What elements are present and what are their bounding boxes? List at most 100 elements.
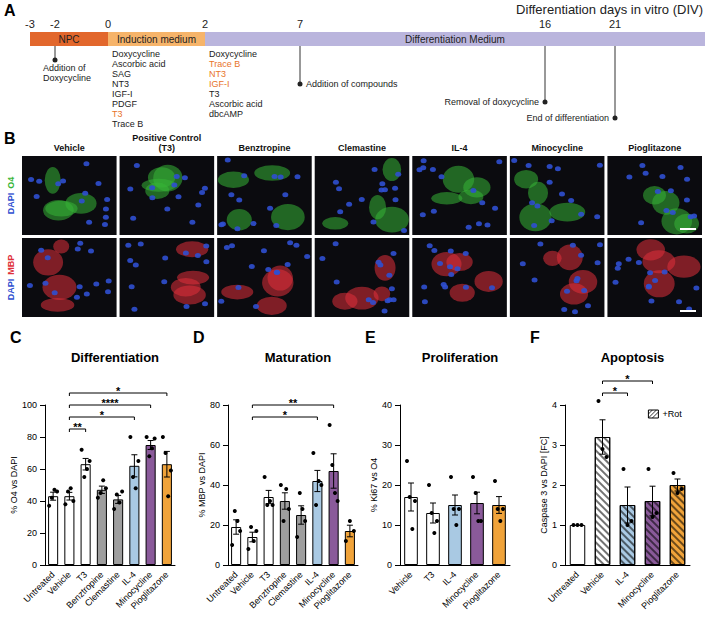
svg-text:Positive Control: Positive Control xyxy=(132,133,201,143)
svg-text:Trace B: Trace B xyxy=(209,59,240,69)
svg-text:Pioglitazone: Pioglitazone xyxy=(312,569,354,611)
svg-text:Vehicle: Vehicle xyxy=(578,569,606,597)
svg-text:7: 7 xyxy=(297,18,303,30)
svg-text:3: 3 xyxy=(552,440,557,450)
svg-text:Pioglitazone: Pioglitazone xyxy=(628,143,681,153)
svg-text:IL-4: IL-4 xyxy=(441,569,459,587)
svg-text:Minocycline: Minocycline xyxy=(113,569,155,610)
svg-text:*: * xyxy=(116,385,121,397)
svg-text:% O4 vs DAPI: % O4 vs DAPI xyxy=(9,456,19,514)
svg-text:IGF-I: IGF-I xyxy=(112,89,133,99)
svg-text:D: D xyxy=(193,329,205,346)
svg-text:20: 20 xyxy=(382,480,392,490)
svg-text:Doxycycline: Doxycycline xyxy=(43,73,91,83)
svg-text:Trace B: Trace B xyxy=(112,119,143,128)
svg-text:Vehicle: Vehicle xyxy=(228,569,256,597)
svg-text:IL-4: IL-4 xyxy=(452,143,468,153)
svg-text:-3: -3 xyxy=(25,18,35,30)
svg-text:PDGF: PDGF xyxy=(112,99,138,109)
svg-text:NT3: NT3 xyxy=(112,79,129,89)
svg-text:C: C xyxy=(10,329,22,346)
svg-text:Addition of: Addition of xyxy=(43,63,86,73)
svg-text:0: 0 xyxy=(387,560,392,570)
svg-text:30: 30 xyxy=(382,440,392,450)
svg-text:Apoptosis: Apoptosis xyxy=(601,350,665,365)
svg-text:0: 0 xyxy=(105,18,111,30)
svg-text:SAG: SAG xyxy=(112,69,131,79)
svg-text:dbcAMP: dbcAMP xyxy=(209,109,243,119)
svg-text:0: 0 xyxy=(215,560,220,570)
svg-text:-2: -2 xyxy=(50,18,60,30)
svg-text:Differentiation Medium: Differentiation Medium xyxy=(405,34,505,45)
svg-text:Pioglitazone: Pioglitazone xyxy=(639,569,681,611)
svg-text:1: 1 xyxy=(552,520,557,530)
svg-text:Pioglitazone: Pioglitazone xyxy=(461,569,503,611)
svg-text:Benztropine: Benztropine xyxy=(64,569,106,611)
svg-text:100: 100 xyxy=(22,400,37,410)
svg-text:16: 16 xyxy=(539,18,551,30)
svg-text:*: * xyxy=(625,373,630,385)
svg-text:Benztropine: Benztropine xyxy=(238,143,290,153)
svg-text:**: ** xyxy=(73,421,82,433)
svg-text:NT3: NT3 xyxy=(209,69,226,79)
svg-text:% MBP vs DAPI: % MBP vs DAPI xyxy=(197,453,207,518)
svg-text:% Ki67 vs O4: % Ki67 vs O4 xyxy=(369,458,379,513)
svg-text:T3: T3 xyxy=(209,89,220,99)
svg-text:0: 0 xyxy=(552,560,557,570)
svg-text:****: **** xyxy=(101,397,119,409)
svg-text:DAPIO4: DAPIO4 xyxy=(6,177,16,215)
svg-text:IGF-I: IGF-I xyxy=(209,79,230,89)
svg-text:End of differentiation: End of differentiation xyxy=(527,113,609,123)
svg-text:20: 20 xyxy=(27,528,37,538)
svg-text:Induction medium: Induction medium xyxy=(117,34,196,45)
svg-text:Vehicle: Vehicle xyxy=(45,569,73,597)
svg-text:Differentiation: Differentiation xyxy=(71,350,159,365)
svg-text:B: B xyxy=(4,130,16,147)
svg-text:T3: T3 xyxy=(422,569,436,583)
svg-text:Benztropine: Benztropine xyxy=(247,569,289,611)
svg-text:21: 21 xyxy=(609,18,621,30)
svg-text:80: 80 xyxy=(27,432,37,442)
svg-text:Untreated: Untreated xyxy=(546,569,581,604)
svg-text:2: 2 xyxy=(202,18,208,30)
svg-text:Differentiation days in vitro: Differentiation days in vitro (DIV) xyxy=(516,2,703,17)
svg-text:NPC: NPC xyxy=(58,34,79,45)
svg-text:40: 40 xyxy=(27,496,37,506)
svg-text:Caspase 3 vs DAPI [FC]: Caspase 3 vs DAPI [FC] xyxy=(539,436,549,534)
svg-text:Doxycycline: Doxycycline xyxy=(209,49,257,59)
svg-text:Vehicle: Vehicle xyxy=(387,569,415,597)
svg-text:Minocycline: Minocycline xyxy=(531,143,583,153)
svg-text:Vehicle: Vehicle xyxy=(54,143,85,153)
svg-text:Proliferation: Proliferation xyxy=(422,350,499,365)
svg-text:DAPIMBP: DAPIMBP xyxy=(6,255,16,301)
svg-text:Ascorbic acid: Ascorbic acid xyxy=(112,59,166,69)
svg-text:A: A xyxy=(4,2,16,19)
svg-text:(T3): (T3) xyxy=(159,143,176,153)
svg-text:T3: T3 xyxy=(112,109,123,119)
svg-text:*: * xyxy=(100,409,105,421)
svg-text:Maturation: Maturation xyxy=(265,350,332,365)
svg-text:F: F xyxy=(530,329,540,346)
svg-text:Removal of doxycycline: Removal of doxycycline xyxy=(444,97,539,107)
svg-text:60: 60 xyxy=(210,440,220,450)
svg-text:10: 10 xyxy=(382,520,392,530)
svg-text:20: 20 xyxy=(210,520,220,530)
svg-text:Clemastine: Clemastine xyxy=(338,143,386,153)
svg-text:Doxycycline: Doxycycline xyxy=(112,49,160,59)
svg-text:*: * xyxy=(283,409,288,421)
svg-text:40: 40 xyxy=(210,480,220,490)
svg-text:80: 80 xyxy=(210,400,220,410)
svg-text:*: * xyxy=(613,385,618,397)
svg-text:E: E xyxy=(365,329,376,346)
svg-text:Ascorbic acid: Ascorbic acid xyxy=(209,99,263,109)
svg-text:**: ** xyxy=(289,397,298,409)
svg-text:40: 40 xyxy=(382,400,392,410)
svg-text:Addition of compounds: Addition of compounds xyxy=(306,79,398,89)
svg-text:+Rot: +Rot xyxy=(662,409,682,419)
svg-text:0: 0 xyxy=(32,560,37,570)
svg-text:60: 60 xyxy=(27,464,37,474)
svg-text:4: 4 xyxy=(552,400,557,410)
svg-text:2: 2 xyxy=(552,480,557,490)
svg-text:IL-4: IL-4 xyxy=(613,569,631,587)
svg-text:Pioglitazone: Pioglitazone xyxy=(129,569,171,611)
